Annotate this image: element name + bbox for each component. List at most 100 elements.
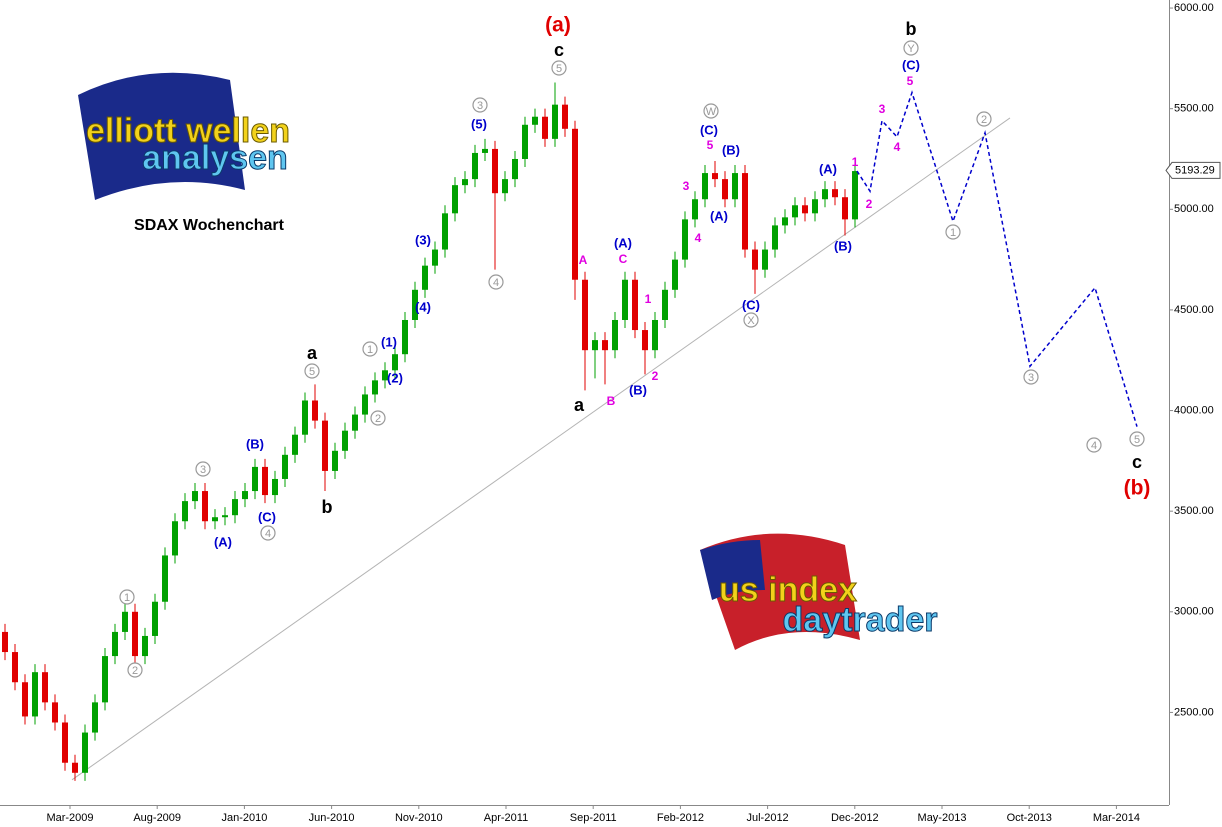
wave-label: 1	[367, 344, 373, 356]
x-tick-label: Nov-2010	[395, 812, 443, 824]
wave-label: C	[619, 252, 628, 266]
candle-body	[212, 517, 218, 522]
candle-body	[822, 189, 828, 200]
candle-body	[622, 279, 628, 320]
y-tick-label: 4000.00	[1174, 404, 1214, 416]
candle-body	[732, 173, 738, 200]
chart-title: SDAX Wochenchart	[134, 217, 285, 234]
wave-label: 4	[1091, 440, 1097, 452]
logo-text: us index	[719, 571, 857, 609]
candle-body	[332, 450, 338, 471]
candle-body	[282, 454, 288, 479]
candle-body	[722, 179, 728, 200]
y-tick-label: 3000.00	[1174, 606, 1214, 618]
candle-body	[422, 265, 428, 290]
candle-body	[762, 249, 768, 270]
x-tick-label: May-2013	[918, 812, 967, 824]
x-tick-label: Mar-2009	[46, 812, 93, 824]
wave-label: 5	[707, 138, 714, 152]
x-tick-label: Apr-2011	[484, 812, 528, 824]
candle-body	[592, 340, 598, 351]
trendline	[71, 117, 1011, 781]
wave-circle	[1023, 369, 1039, 385]
candle-body	[242, 491, 248, 500]
wave-label: 5	[907, 74, 914, 88]
candle-body	[392, 354, 398, 371]
candle-body	[832, 189, 838, 198]
wave-label: c	[554, 40, 564, 60]
y-tick-label: 5000.00	[1174, 203, 1214, 215]
wave-label: (B)	[629, 382, 647, 397]
candle-body	[802, 205, 808, 214]
wave-label: (2)	[387, 370, 403, 385]
candle-body	[572, 128, 578, 280]
candle-body	[342, 430, 348, 451]
y-tick-label: 2500.00	[1174, 706, 1214, 718]
candle-body	[52, 702, 58, 723]
candle-body	[182, 501, 188, 522]
logo-flag-canton	[700, 540, 765, 600]
wave-label: (a)	[545, 14, 571, 37]
wave-label: Y	[907, 43, 915, 55]
logo-text: analysen	[142, 139, 288, 177]
candle-body	[102, 656, 108, 703]
candle-body	[142, 635, 148, 657]
candle-body	[312, 400, 318, 421]
candle-body	[602, 340, 608, 351]
wave-circle	[127, 662, 143, 678]
candle-body	[772, 225, 778, 250]
wave-circle	[304, 363, 320, 379]
x-tick-label: Feb-2012	[657, 812, 704, 824]
wave-label: 3	[477, 100, 483, 112]
candle-body	[152, 601, 158, 636]
candle-body	[542, 116, 548, 139]
candle-body	[82, 732, 88, 773]
candle-body	[322, 420, 328, 471]
wave-label: 2	[981, 114, 987, 126]
wave-label: 2	[652, 369, 659, 383]
wave-circle	[743, 312, 759, 328]
candle-body	[582, 279, 588, 351]
candle-body	[852, 171, 858, 220]
y-tick-label: 3500.00	[1174, 505, 1214, 517]
candle-body	[122, 611, 128, 632]
candle-body	[742, 173, 748, 250]
candle-body	[12, 652, 18, 683]
wave-circle	[472, 97, 488, 113]
candle-body	[552, 104, 558, 139]
candle-body	[452, 185, 458, 214]
x-tick-label: Jan-2010	[221, 812, 267, 824]
candle-body	[62, 722, 68, 763]
wave-label: 3	[879, 102, 886, 116]
wave-label: 3	[200, 464, 206, 476]
candle-body	[692, 199, 698, 220]
wave-label: a	[307, 343, 318, 363]
wave-label: (A)	[214, 534, 232, 549]
wave-circle	[195, 461, 211, 477]
wave-circle	[1086, 437, 1102, 453]
wave-label: 3	[1028, 372, 1034, 384]
wave-label: B	[607, 394, 616, 408]
wave-circle	[1129, 431, 1145, 447]
wave-label: (C)	[700, 122, 718, 137]
wave-circle	[119, 589, 135, 605]
candle-body	[2, 631, 8, 653]
wave-circle	[362, 341, 378, 357]
candle-body	[202, 491, 208, 522]
wave-circle	[260, 525, 276, 541]
candle-body	[702, 173, 708, 200]
candle-body	[92, 702, 98, 733]
candle-body	[792, 205, 798, 218]
wave-circle	[703, 103, 719, 119]
candle-body	[432, 249, 438, 266]
candle-body	[112, 631, 118, 657]
wave-circle	[903, 40, 919, 56]
candle-body	[252, 466, 258, 492]
wave-label: 1	[124, 592, 130, 604]
y-tick-label: 5500.00	[1174, 103, 1214, 115]
candle-body	[672, 259, 678, 290]
wave-label: 5	[556, 63, 562, 75]
wave-label: 2	[375, 413, 381, 425]
candle-body	[472, 152, 478, 180]
